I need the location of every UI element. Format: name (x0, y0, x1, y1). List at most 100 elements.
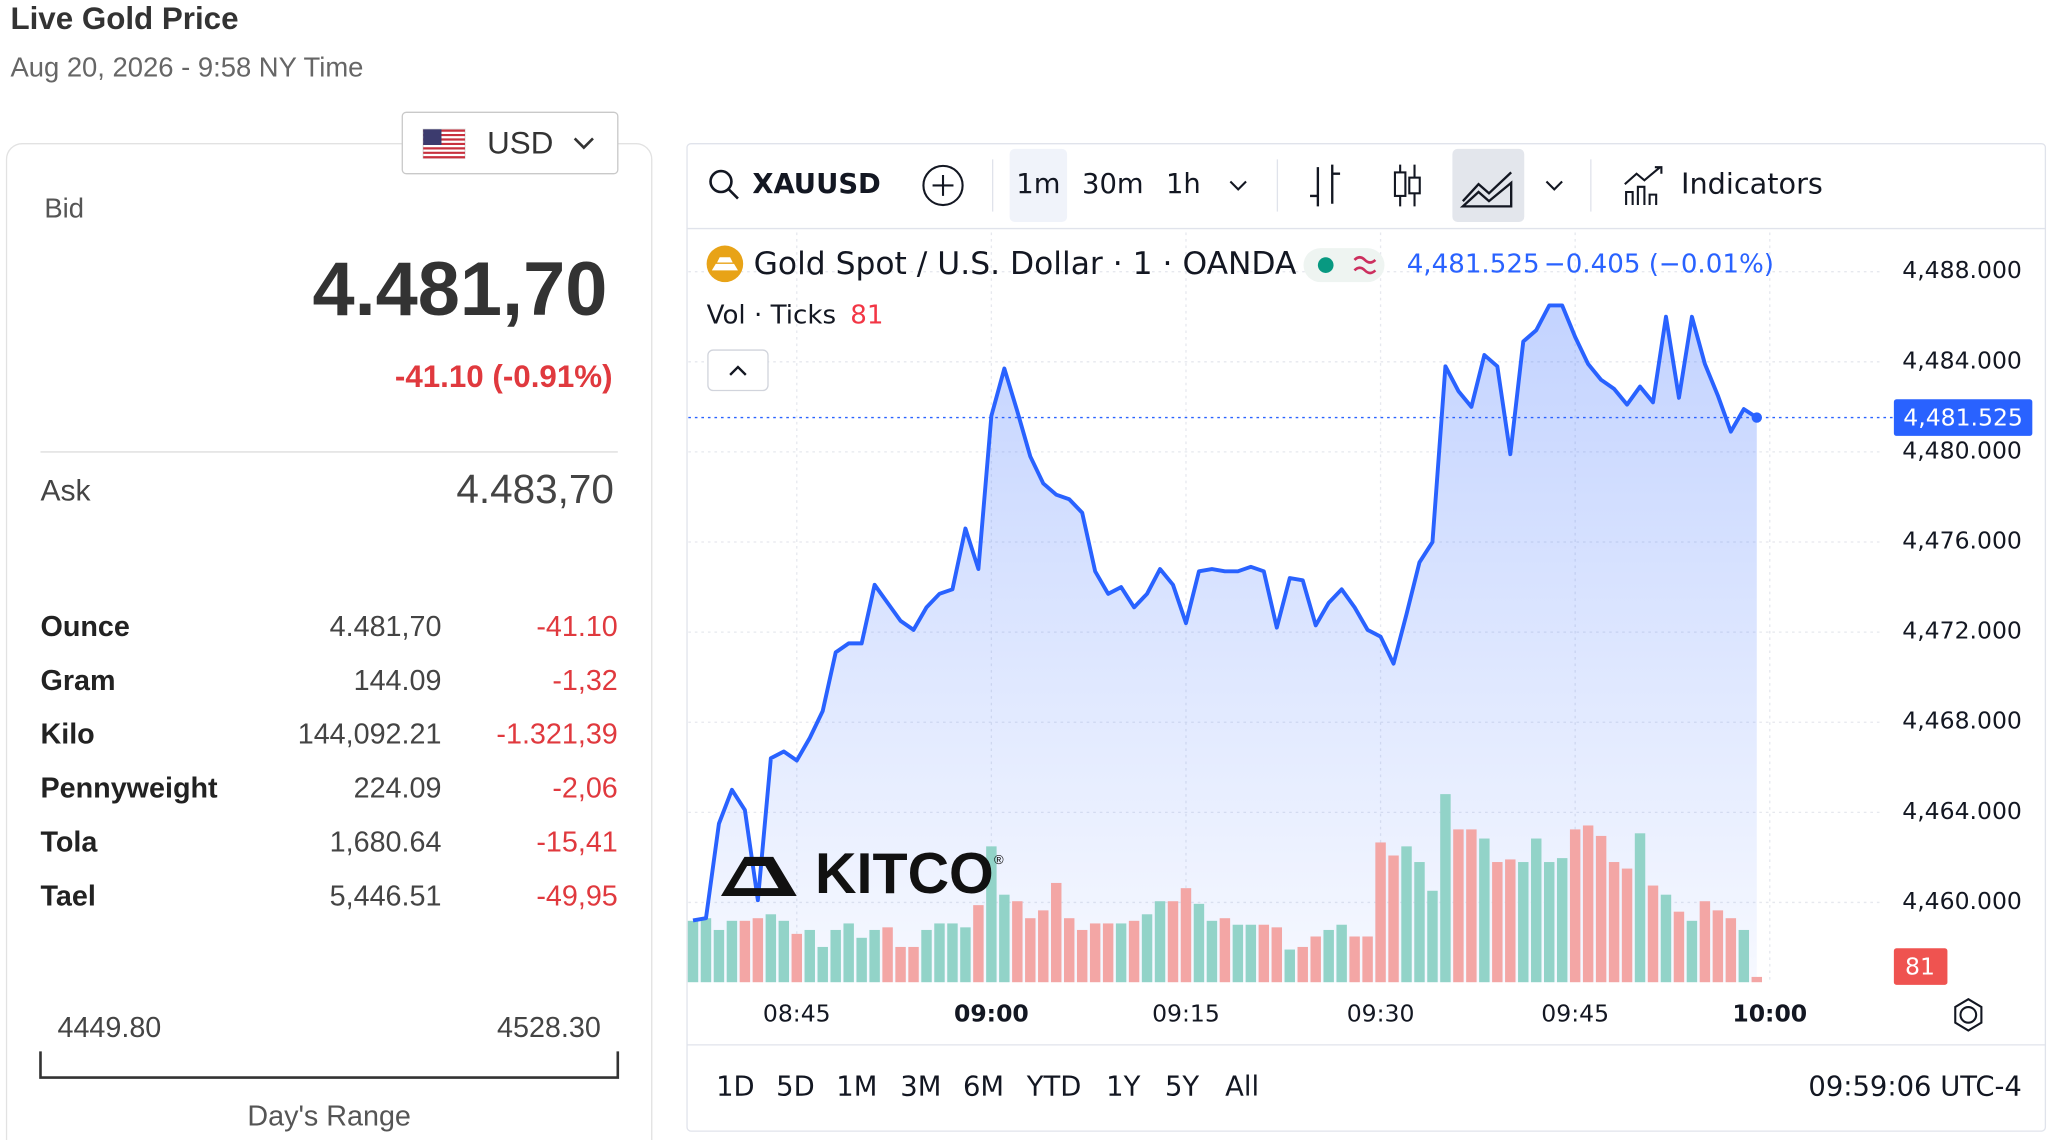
style-menu[interactable] (1545, 180, 1563, 191)
x-tick-label: 09:30 (1347, 999, 1415, 1027)
unit-name: Gram (40, 665, 115, 697)
volume-bar (882, 927, 893, 983)
volume-bar (908, 946, 919, 983)
range-button[interactable]: 1D (716, 1071, 755, 1102)
indicators-button[interactable]: Indicators (1681, 166, 1823, 200)
area-icon[interactable] (1459, 171, 1513, 208)
x-tick-label: 08:45 (763, 999, 831, 1027)
volume-bar (1673, 911, 1685, 983)
volume-bar (973, 905, 984, 983)
range-button[interactable]: 3M (900, 1071, 941, 1102)
symbol-search[interactable]: XAUUSD (709, 169, 881, 200)
volume-bar (895, 946, 906, 983)
unit-price: 224.09 (354, 773, 442, 805)
indicators-icon[interactable] (1624, 166, 1663, 206)
range-button[interactable]: YTD (1026, 1071, 1082, 1102)
watermark: KITCO (815, 842, 994, 906)
volume-bar (1167, 901, 1179, 983)
volume-bar (1193, 903, 1205, 983)
range-button[interactable]: 5D (776, 1071, 815, 1102)
y-tick-label: 4,488.000 (1902, 256, 2022, 284)
volume-bar (1128, 920, 1140, 983)
registered-mark: ® (994, 852, 1004, 867)
candle-body (1408, 176, 1421, 195)
volume-bar (1063, 918, 1075, 983)
volume-bar (1453, 829, 1464, 983)
volume-bar (1738, 929, 1750, 983)
y-tick-label: 4,480.000 (1902, 436, 2022, 464)
x-tick-label: 09:15 (1152, 999, 1220, 1027)
bars-icon[interactable] (1310, 164, 1341, 207)
volume-bar (947, 923, 958, 983)
legend-change: −0.405 (−0.01%) (1544, 250, 1774, 280)
bid-change: -41.10 (-0.91%) (395, 359, 613, 394)
collapse-legend[interactable] (707, 349, 769, 392)
volume-bar (960, 927, 971, 983)
volume-bar (1634, 833, 1646, 983)
price-axis-label: 4,481.525 (1903, 403, 2023, 431)
delayed-icon (1353, 256, 1377, 275)
unit-price: 144,092.21 (298, 719, 442, 751)
range-low: 4449.80 (57, 1012, 161, 1044)
x-tick-label: 09:45 (1541, 999, 1609, 1027)
range-button[interactable]: 1M (836, 1071, 877, 1102)
volume-bar (934, 923, 945, 983)
symbol[interactable]: XAUUSD (752, 169, 881, 200)
volume-bar (1699, 901, 1711, 983)
interval-button[interactable]: 1h (1166, 169, 1201, 200)
chevron-up-icon (729, 365, 747, 376)
volume-bar (843, 923, 854, 983)
volume-bar (1089, 923, 1101, 983)
currency-select[interactable]: USD (401, 111, 619, 175)
unit-price: 1,680.64 (330, 827, 442, 859)
interval-button[interactable]: 30m (1082, 169, 1144, 200)
volume-bar (1258, 924, 1270, 983)
volume-bar (713, 929, 725, 983)
volume-bar (1154, 901, 1166, 983)
volume-bar (856, 937, 867, 983)
clock: 09:59:06 UTC-4 (1808, 1071, 2021, 1102)
currency-label: USD (487, 125, 553, 160)
interval-button[interactable]: 1m (1016, 169, 1060, 200)
volume-bar (778, 920, 790, 983)
volume-bar (1608, 862, 1620, 983)
volume-bar (1595, 835, 1607, 983)
volume-bar (1543, 862, 1555, 983)
range-button[interactable]: 5Y (1165, 1071, 1199, 1102)
interval-menu[interactable] (1229, 180, 1247, 191)
volume-bar (1297, 946, 1308, 983)
intervals: 1m 30m 1h (1016, 169, 1200, 200)
range-buttons: 1D 5D 1M 3M 6M YTD 1Y 5Y All (716, 1071, 1259, 1102)
range-button[interactable]: 6M (963, 1071, 1004, 1102)
unit-change: -49,95 (536, 881, 617, 913)
area-fill (693, 305, 1757, 983)
ask-label: Ask (40, 474, 91, 507)
volume-bar (1349, 936, 1360, 983)
compare-button[interactable] (922, 164, 964, 207)
volume-bar (1219, 918, 1231, 983)
status-pill (1303, 248, 1385, 283)
y-tick-label: 4,472.000 (1902, 617, 2022, 645)
volume-bar (1647, 885, 1659, 983)
volume-bar (739, 920, 751, 983)
volume-bar (726, 920, 738, 983)
volume-bar (687, 920, 699, 983)
volume-bar (1621, 868, 1633, 983)
volume-bar (1414, 862, 1425, 983)
range-bracket (39, 1051, 620, 1079)
unit-table: Ounce 4.481,70 -41.10 Gram 144.09 -1,32 Kilo 14… (40, 611, 617, 913)
volume-bar (1180, 888, 1192, 983)
unit-change: -1,32 (552, 665, 617, 697)
range-button[interactable]: 1Y (1106, 1071, 1140, 1102)
volume-bar (765, 914, 777, 983)
volume-bar (1725, 918, 1737, 983)
volume-bar (1505, 859, 1516, 983)
range-button[interactable]: All (1225, 1071, 1259, 1102)
price-axis-label-bg (1893, 399, 2033, 436)
unit-price: 4.481,70 (330, 611, 442, 643)
volume-bar (1051, 882, 1062, 983)
settings-icon[interactable] (1959, 1005, 1978, 1024)
